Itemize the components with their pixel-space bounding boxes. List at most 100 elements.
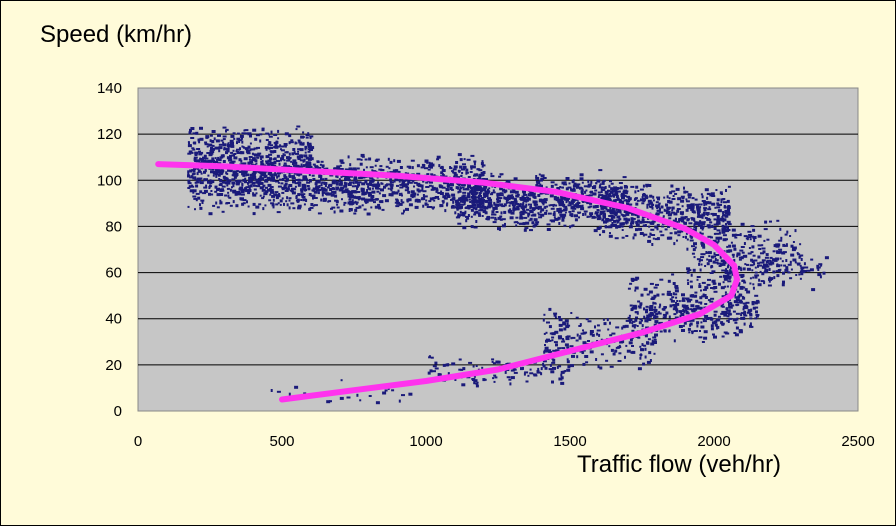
data-point [509,216,514,220]
data-point [215,174,218,178]
data-point [429,369,433,373]
data-point [421,187,424,191]
data-point [320,160,324,163]
data-point [653,316,655,320]
data-point [241,136,243,140]
data-point [701,228,704,231]
data-point [454,378,457,381]
data-point [394,177,399,180]
data-point [543,199,546,203]
data-point [696,306,701,310]
data-point [508,204,511,207]
data-point [270,164,273,167]
data-point [192,132,197,135]
data-point [356,191,361,193]
data-point [686,279,689,282]
data-point [570,206,573,210]
data-point [776,250,779,254]
data-point [608,195,613,198]
data-point [495,203,500,207]
data-point [713,232,716,235]
data-point [428,184,432,187]
data-point [303,158,306,162]
data-point [727,185,731,188]
data-point [772,258,775,262]
data-point [732,318,737,322]
data-point [348,167,353,171]
data-point [571,336,576,339]
data-point [538,216,543,219]
data-point [587,183,592,187]
data-point [229,188,232,192]
data-point [521,195,525,199]
data-point [457,186,459,190]
data-point [645,317,650,320]
data-point [663,329,667,333]
data-point [226,149,230,153]
data-point [779,268,782,271]
data-point [580,205,583,209]
data-point [390,194,394,197]
data-point [409,181,413,184]
data-point [352,167,357,170]
data-point [236,137,241,141]
data-point [473,211,476,214]
data-point [203,170,206,174]
data-point [619,222,623,226]
data-point [226,156,230,160]
data-point [200,172,203,175]
data-point [639,220,643,224]
data-point [527,212,531,216]
data-point [232,190,237,194]
data-point [651,206,654,210]
data-point [689,308,693,311]
data-point [712,255,717,258]
data-point [363,168,365,172]
data-point [280,182,284,185]
data-point [389,178,393,182]
data-point [333,188,335,190]
data-point [239,147,241,151]
data-point [234,170,238,173]
data-point [478,174,481,177]
data-point [264,179,269,183]
data-point [478,209,482,212]
data-point [686,319,691,322]
data-point [626,203,630,207]
data-point [798,273,801,276]
data-point [481,204,485,208]
data-point [241,172,246,176]
data-point [195,199,198,202]
data-point [268,135,273,138]
data-point [438,164,441,168]
data-point [396,201,401,205]
data-point [388,167,391,170]
data-point [354,180,358,184]
data-point [462,194,466,197]
data-point [450,198,453,201]
data-point [251,157,256,161]
data-point [776,219,780,222]
data-point [283,164,288,168]
data-point [277,137,280,140]
data-point [726,312,730,315]
data-point [790,268,793,271]
data-point [725,189,727,192]
data-point [661,225,665,228]
data-point [299,148,304,152]
data-point [426,173,430,176]
data-point [187,187,191,189]
data-point [209,149,214,153]
data-point [676,302,680,306]
data-point [726,285,729,288]
data-point [238,187,242,191]
data-point [252,192,255,196]
data-point [799,264,802,267]
data-point [428,206,432,208]
data-point [280,148,282,151]
data-point [711,270,716,273]
data-point [659,303,662,307]
data-point [532,192,536,196]
data-point [360,153,365,157]
data-point [445,363,449,367]
